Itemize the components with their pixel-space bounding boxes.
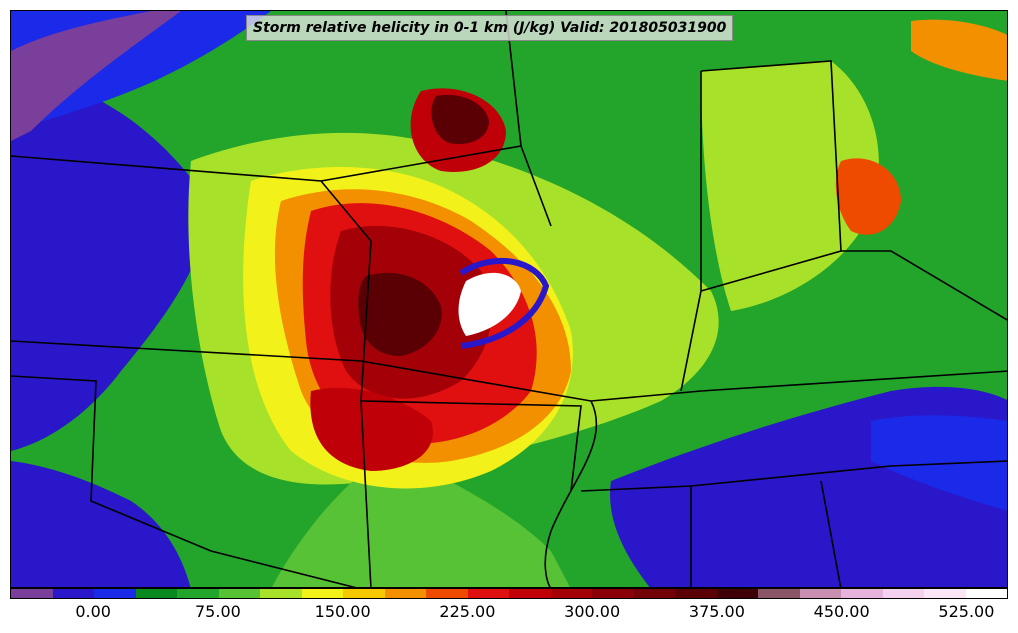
- colorbar-tick-labels: 0.00 75.00 150.00 225.00 300.00 375.00 450.00 5…: [10, 600, 1008, 630]
- helicity-map: [11, 11, 1007, 587]
- colorbar-segment: [716, 589, 758, 598]
- colorbar-segment: [52, 589, 94, 598]
- colorbar-segment: [509, 589, 551, 598]
- field-blue-pocket-ring: [459, 257, 550, 349]
- colorbar-segment: [177, 589, 219, 598]
- field-white-pocket: [458, 272, 521, 336]
- colorbar-segment: [924, 589, 966, 598]
- colorbar-segment: [11, 589, 53, 598]
- colorbar-segment: [675, 589, 717, 598]
- map-panel: [10, 10, 1008, 588]
- colorbar-segment: [633, 589, 675, 598]
- colorbar-segment: [965, 589, 1007, 598]
- colorbar-segment: [467, 589, 509, 598]
- colorbar-tick-label: 375.00: [688, 602, 745, 621]
- field-extreme-core: [358, 272, 442, 356]
- colorbar-segment: [426, 589, 468, 598]
- colorbar: [10, 588, 1008, 599]
- colorbar-segment: [218, 589, 260, 598]
- colorbar-segment: [841, 589, 883, 598]
- colorbar-segment: [343, 589, 385, 598]
- field-purple-nw: [11, 11, 181, 141]
- colorbar-tick-label: 225.00: [439, 602, 496, 621]
- colorbar-segment: [301, 589, 343, 598]
- colorbar-tick-label: 300.00: [564, 602, 621, 621]
- field-low-east: [871, 415, 1007, 511]
- map-title: Storm relative helicity in 0-1 km (J/kg)…: [246, 15, 734, 41]
- colorbar-segment: [882, 589, 924, 598]
- state-borders: [11, 11, 1007, 587]
- colorbar-tick-label: 0.00: [75, 602, 111, 621]
- field-red-south: [310, 387, 433, 471]
- colorbar-tick-label: 150.00: [314, 602, 371, 621]
- field-red-east: [835, 158, 901, 235]
- colorbar-tick-label: 525.00: [938, 602, 995, 621]
- field-low-west: [11, 79, 206, 451]
- field-darkred-north: [431, 94, 489, 145]
- colorbar-segment: [135, 589, 177, 598]
- colorbar-tick-label: 75.00: [195, 602, 241, 621]
- colorbar-segment: [758, 589, 800, 598]
- field-low-sw: [11, 461, 191, 587]
- colorbar-tick-label: 450.00: [813, 602, 870, 621]
- colorbar-segment: [384, 589, 426, 598]
- colorbar-segment: [550, 589, 592, 598]
- field-red-ne: [911, 19, 1007, 81]
- colorbar-segment: [799, 589, 841, 598]
- colorbar-segment: [260, 589, 302, 598]
- colorbar-segment: [94, 589, 136, 598]
- colorbar-segment: [592, 589, 634, 598]
- field-mod-southcentral: [272, 451, 570, 587]
